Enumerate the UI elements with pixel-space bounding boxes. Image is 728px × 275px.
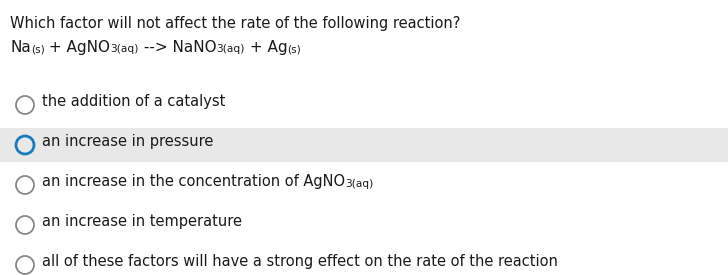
Text: (s): (s) <box>288 44 301 54</box>
Text: 3(aq): 3(aq) <box>111 44 139 54</box>
Text: + Ag: + Ag <box>245 40 288 55</box>
Text: Na: Na <box>10 40 31 55</box>
Text: (s): (s) <box>31 44 44 54</box>
Text: an increase in the concentration of AgNO: an increase in the concentration of AgNO <box>42 174 345 189</box>
Text: an increase in pressure: an increase in pressure <box>42 134 213 149</box>
Text: 3(aq): 3(aq) <box>216 44 245 54</box>
Text: 3(aq): 3(aq) <box>345 179 373 189</box>
Text: an increase in temperature: an increase in temperature <box>42 214 242 229</box>
Text: all of these factors will have a strong effect on the rate of the reaction: all of these factors will have a strong … <box>42 254 558 269</box>
Text: the addition of a catalyst: the addition of a catalyst <box>42 94 226 109</box>
Text: + AgNO: + AgNO <box>44 40 111 55</box>
Text: --> NaNO: --> NaNO <box>139 40 216 55</box>
Bar <box>0 128 728 162</box>
Text: Which factor will not affect the rate of the following reaction?: Which factor will not affect the rate of… <box>10 16 460 31</box>
